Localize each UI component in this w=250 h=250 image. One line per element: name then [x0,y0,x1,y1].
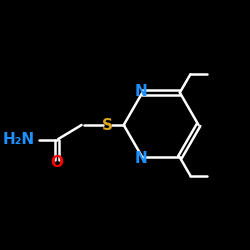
Text: H₂N: H₂N [3,132,35,147]
Text: O: O [50,155,64,170]
Text: S: S [102,118,113,132]
Text: N: N [135,151,147,166]
Text: N: N [135,84,147,99]
